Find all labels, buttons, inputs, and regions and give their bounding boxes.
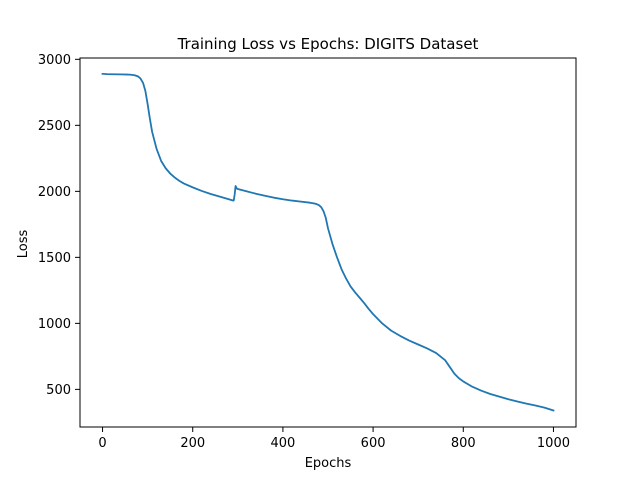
y-tick-label: 2500 bbox=[38, 119, 71, 134]
loss-series-line bbox=[101, 72, 555, 412]
y-tick-label: 3000 bbox=[38, 53, 71, 68]
axis-layer: 0 200 400 600 800 1000 500 1000 1500 2000 2500 3000 bbox=[38, 53, 577, 451]
x-tick-label: 800 bbox=[451, 436, 476, 451]
y-tick-label: 2000 bbox=[38, 185, 71, 200]
y-tick-label: 1000 bbox=[38, 317, 71, 332]
axes-frame bbox=[79, 57, 577, 428]
x-tick-label: 400 bbox=[270, 436, 295, 451]
chart-title: Training Loss vs Epochs: DIGITS Dataset bbox=[177, 35, 479, 53]
x-tick-label: 0 bbox=[98, 436, 106, 451]
x-tick-label: 200 bbox=[180, 436, 205, 451]
x-tick-label: 600 bbox=[361, 436, 386, 451]
y-tick-label: 1500 bbox=[38, 251, 71, 266]
plot-layer bbox=[80, 58, 576, 427]
plot-area bbox=[80, 58, 576, 427]
x-axis-label: Epochs bbox=[305, 456, 352, 471]
x-tick-label: 1000 bbox=[537, 436, 570, 451]
y-axis-label: Loss bbox=[16, 230, 31, 259]
y-tick-label: 500 bbox=[46, 383, 71, 398]
